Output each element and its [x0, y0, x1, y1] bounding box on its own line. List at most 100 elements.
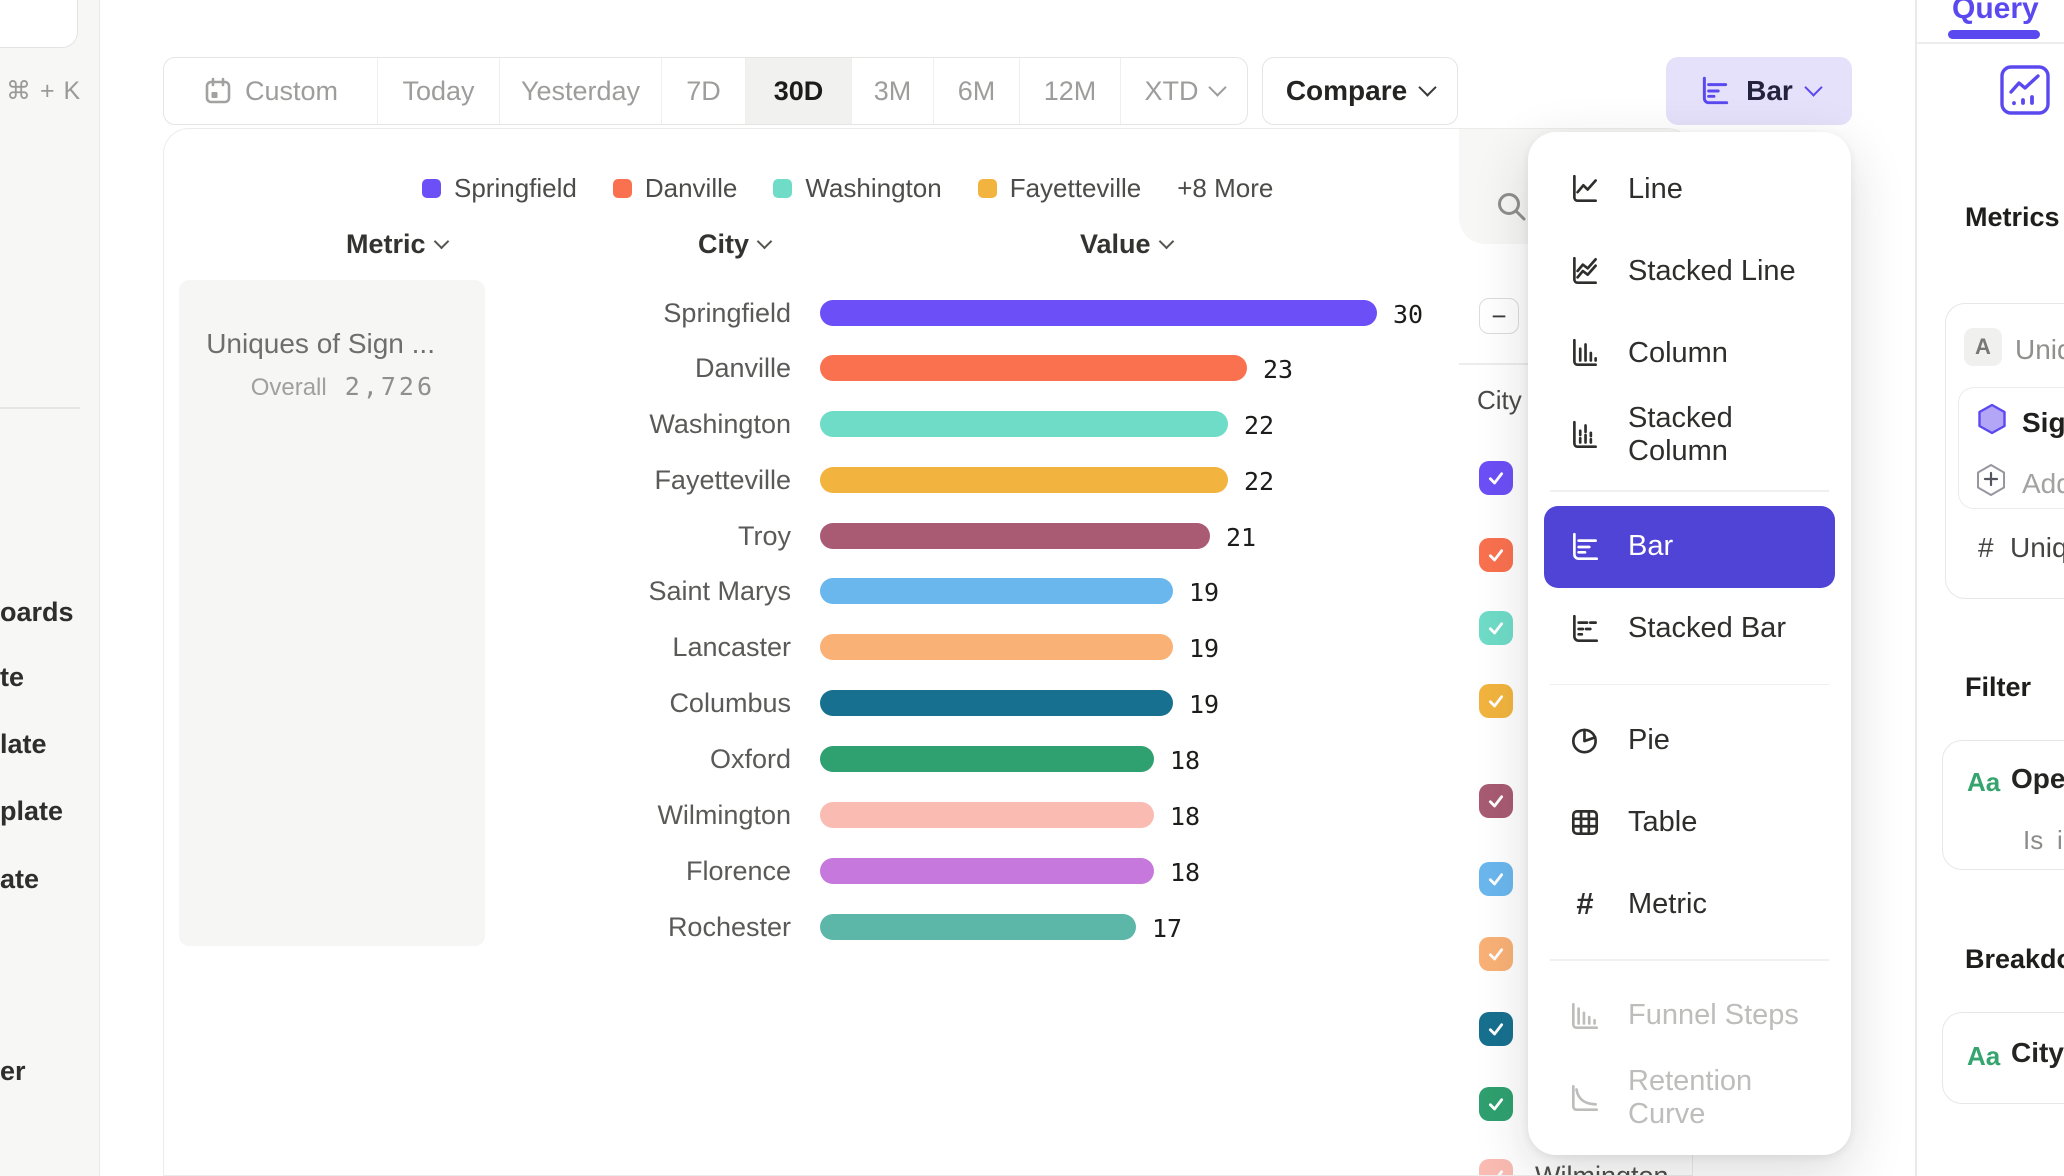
checkbox-checked[interactable] [1479, 538, 1513, 572]
bar-oxford[interactable] [820, 746, 1154, 772]
collapse-button[interactable]: − [1479, 298, 1519, 334]
chevron-down-icon [1207, 78, 1227, 97]
checkbox-checked[interactable] [1479, 862, 1513, 896]
bar-saint-marys[interactable] [820, 578, 1173, 604]
checkbox-checked[interactable] [1479, 1087, 1513, 1121]
event-name[interactable]: Sig [2022, 407, 2064, 438]
column-header-value[interactable]: Value [1080, 229, 1174, 260]
string-type-badge: Aa [1967, 767, 2001, 797]
table-row: Troy 21 [738, 521, 1257, 552]
range-today[interactable]: Today [377, 58, 499, 124]
menu-item-metric[interactable]: # Metric [1544, 863, 1835, 945]
legend-swatch [773, 179, 793, 198]
menu-item-stacked-bar[interactable]: Stacked Bar [1544, 588, 1835, 670]
range-xtd[interactable]: XTD [1120, 58, 1247, 124]
column-header-metric[interactable]: Metric [346, 229, 449, 260]
range-6m[interactable]: 6M [933, 58, 1019, 124]
chart-type-button[interactable]: Bar [1666, 57, 1852, 125]
hash-icon: # [1576, 886, 1594, 921]
legend-more[interactable]: +8 More [1177, 173, 1274, 203]
bar-columbus[interactable] [820, 690, 1173, 716]
range-custom[interactable]: Custom [164, 58, 377, 124]
filter-heading: Filter [1965, 672, 2032, 702]
table-row: Washington 22 [649, 409, 1275, 440]
checkbox-checked[interactable] [1479, 611, 1513, 645]
legend-item[interactable]: Springfield [422, 173, 577, 204]
sidebar-item[interactable]: plate [0, 796, 64, 826]
checkbox-checked[interactable] [1479, 1012, 1513, 1046]
bar-fayetteville[interactable] [820, 467, 1228, 493]
bar-chart-icon [1703, 76, 1729, 105]
chevron-down-icon [1804, 78, 1823, 97]
range-yesterday[interactable]: Yesterday [499, 58, 661, 124]
filter-operator[interactable]: Is [2023, 825, 2044, 855]
bar-troy[interactable] [820, 523, 1210, 549]
add-event-label[interactable]: Add [2022, 468, 2064, 499]
menu-divider [1550, 959, 1829, 961]
chart-card: Springfield Danville Washington Fayettev… [163, 128, 1693, 1176]
insights-chart-icon[interactable] [1999, 64, 2051, 121]
table-row: Columbus 19 [669, 688, 1220, 719]
search-icon[interactable] [1494, 189, 1530, 230]
sidebar-search-input[interactable] [0, 0, 78, 48]
checkbox-checked[interactable] [1479, 684, 1513, 718]
legend-item[interactable]: Washington [773, 173, 942, 204]
add-event-icon[interactable] [1974, 462, 2008, 496]
menu-item-pie[interactable]: Pie [1544, 699, 1835, 781]
metrics-heading: Metrics [1965, 202, 2060, 232]
bar-lancaster[interactable] [820, 634, 1173, 660]
bar-chart-icon [1573, 532, 1599, 560]
sidebar-item[interactable]: oards [0, 597, 74, 627]
metric-overall: Overall 2,726 [250, 372, 435, 401]
menu-item-bar-selected[interactable]: Bar [1544, 505, 1835, 588]
tab-query[interactable]: Query [1952, 0, 2039, 25]
checkbox-checked[interactable] [1479, 937, 1513, 971]
menu-item-column[interactable]: Column [1544, 312, 1835, 394]
range-30d-selected[interactable]: 30D [745, 58, 851, 124]
metric-name[interactable]: Uniq [2015, 334, 2064, 365]
compare-button[interactable]: Compare [1262, 57, 1458, 125]
chevron-down-icon [1158, 233, 1174, 249]
hash-icon: # [1978, 532, 1994, 563]
range-7d[interactable]: 7D [661, 58, 745, 124]
checkbox-checked[interactable] [1479, 784, 1513, 818]
filter-value[interactable]: i [2057, 825, 2063, 855]
legend-item[interactable]: Fayetteville [977, 173, 1141, 204]
menu-item-funnel-steps-disabled: Funnel Steps [1544, 975, 1835, 1057]
menu-item-line[interactable]: Line [1544, 148, 1835, 230]
bar-danville[interactable] [820, 355, 1247, 381]
checkbox-checked[interactable] [1479, 461, 1513, 495]
menu-item-stacked-line[interactable]: Stacked Line [1544, 230, 1835, 312]
bar-springfield[interactable] [820, 300, 1377, 326]
checkbox-checked[interactable] [1479, 1159, 1513, 1175]
filter-card: Aa Ope Is i [1942, 740, 2064, 870]
table-row: Springfield 30 [663, 298, 1424, 329]
breakdown-property[interactable]: City [2011, 1037, 2064, 1068]
calendar-icon [205, 77, 231, 104]
bar-washington[interactable] [820, 411, 1228, 437]
range-12m[interactable]: 12M [1019, 58, 1120, 124]
column-header-city[interactable]: City [698, 229, 773, 260]
sidebar-item[interactable]: te [0, 662, 25, 692]
range-3m[interactable]: 3M [851, 58, 933, 124]
menu-item-table[interactable]: Table [1544, 781, 1835, 863]
unique-row-label[interactable]: Uniqu [2010, 532, 2064, 563]
metrics-card: A Uniq Sig Add # Uniqu [1945, 303, 2064, 599]
range-label: Custom [244, 75, 339, 106]
filter-property[interactable]: Ope [2011, 763, 2064, 794]
bar-rochester[interactable] [820, 914, 1136, 940]
metric-summary-card[interactable]: Uniques of Sign ... Overall 2,726 [179, 280, 485, 946]
menu-item-stacked-column[interactable]: Stacked Column [1544, 394, 1835, 476]
sidebar-item[interactable]: late [0, 729, 47, 759]
table-row: Lancaster 19 [672, 632, 1220, 663]
legend-item[interactable]: Danville [612, 173, 737, 204]
event-hexagon-icon [1978, 403, 2006, 435]
sidebar-item[interactable]: er [0, 1056, 26, 1086]
bar-wilmington[interactable] [820, 802, 1154, 828]
chevron-down-icon [1418, 78, 1437, 97]
menu-divider [1550, 490, 1829, 492]
bar-florence[interactable] [820, 858, 1154, 884]
sidebar-item[interactable]: ate [0, 864, 40, 894]
line-chart-icon [1573, 174, 1597, 203]
